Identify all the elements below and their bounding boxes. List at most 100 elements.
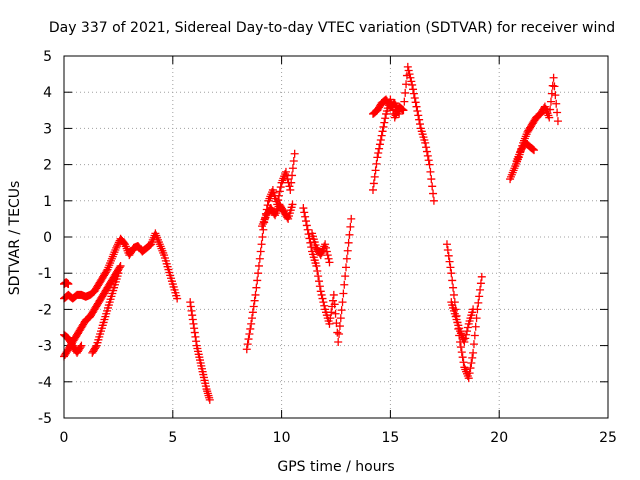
- data-point: [456, 343, 465, 352]
- data-point: [325, 258, 334, 267]
- data-point: [303, 225, 312, 234]
- data-point: [553, 117, 562, 126]
- data-point: [342, 254, 351, 263]
- data-point: [368, 185, 377, 194]
- data-point: [347, 214, 356, 223]
- data-point: [464, 374, 473, 383]
- data-point: [316, 287, 325, 296]
- data-point: [405, 70, 414, 79]
- data-point: [250, 296, 259, 305]
- data-point: [276, 183, 285, 192]
- data-point: [317, 290, 326, 299]
- data-point: [553, 108, 562, 117]
- data-point: [307, 243, 316, 252]
- data-point: [187, 306, 196, 315]
- data-point: [285, 182, 294, 191]
- y-tick-label: 5: [43, 49, 52, 65]
- data-point: [323, 251, 332, 260]
- plot-frame: [63, 55, 609, 419]
- data-point: [413, 107, 422, 116]
- data-point: [461, 334, 470, 343]
- data-point: [402, 80, 411, 89]
- data-point: [113, 242, 122, 251]
- data-point: [469, 340, 478, 349]
- y-tick-label: 3: [43, 121, 52, 137]
- data-point: [471, 322, 480, 331]
- data-point: [373, 153, 382, 162]
- data-point: [288, 200, 297, 209]
- data-point: [312, 261, 321, 270]
- data-point: [528, 144, 537, 153]
- data-point: [546, 97, 555, 106]
- data-point: [254, 261, 263, 270]
- data-point: [409, 89, 418, 98]
- data-point: [299, 204, 308, 213]
- data-point: [306, 238, 315, 247]
- data-point: [249, 302, 258, 311]
- data-point: [401, 88, 410, 97]
- data-point: [329, 290, 338, 299]
- data-point: [448, 276, 457, 285]
- data-point: [380, 118, 389, 127]
- data-point: [205, 395, 214, 404]
- data-point: [64, 280, 73, 289]
- data-point: [369, 179, 378, 188]
- data-point: [343, 246, 352, 255]
- x-axis-label: GPS time / hours: [277, 459, 394, 475]
- data-point: [549, 73, 558, 82]
- data-point: [547, 89, 556, 98]
- data-point: [469, 305, 478, 314]
- data-point: [443, 246, 452, 255]
- data-point: [445, 257, 454, 266]
- data-point: [191, 332, 200, 341]
- data-point: [115, 263, 124, 272]
- data-point: [274, 191, 283, 200]
- x-tick-labels: 0 5 10 15 20 25: [60, 430, 617, 446]
- data-point: [346, 222, 355, 231]
- data-point: [186, 298, 195, 307]
- data-point: [550, 82, 559, 91]
- data-point: [330, 300, 339, 309]
- data-point: [529, 145, 538, 154]
- data-point: [335, 322, 344, 331]
- data-point: [551, 91, 560, 100]
- data-point: [313, 267, 322, 276]
- data-point: [253, 276, 262, 285]
- data-point: [190, 328, 199, 337]
- data-point: [114, 269, 123, 278]
- data-point: [320, 301, 329, 310]
- y-tick-label: -4: [38, 375, 52, 391]
- data-point: [422, 143, 431, 152]
- data-point: [447, 269, 456, 278]
- data-point: [426, 167, 435, 176]
- data-point: [466, 364, 475, 373]
- data-point: [248, 314, 257, 323]
- data-point: [409, 85, 418, 94]
- data-point: [326, 314, 335, 323]
- y-tick-label: -3: [38, 339, 52, 355]
- data-point: [286, 185, 295, 194]
- data-point: [376, 135, 385, 144]
- data-point: [283, 175, 292, 184]
- data-point: [470, 331, 479, 340]
- data-point: [319, 298, 328, 307]
- data-point: [423, 151, 432, 160]
- data-point: [449, 283, 458, 292]
- data-point: [400, 97, 409, 106]
- data-point: [76, 343, 85, 352]
- data-point: [428, 182, 437, 191]
- data-point: [467, 358, 476, 367]
- data-point: [465, 369, 474, 378]
- data-point: [395, 109, 404, 118]
- data-point: [342, 263, 351, 272]
- data-point: [301, 217, 310, 226]
- data-point: [463, 323, 472, 332]
- data-point: [102, 267, 111, 276]
- data-point: [338, 298, 347, 307]
- data-point: [345, 230, 354, 239]
- data-point: [545, 113, 554, 122]
- data-point: [112, 243, 121, 252]
- data-point: [336, 314, 345, 323]
- data-point: [412, 102, 421, 111]
- data-point: [244, 335, 253, 344]
